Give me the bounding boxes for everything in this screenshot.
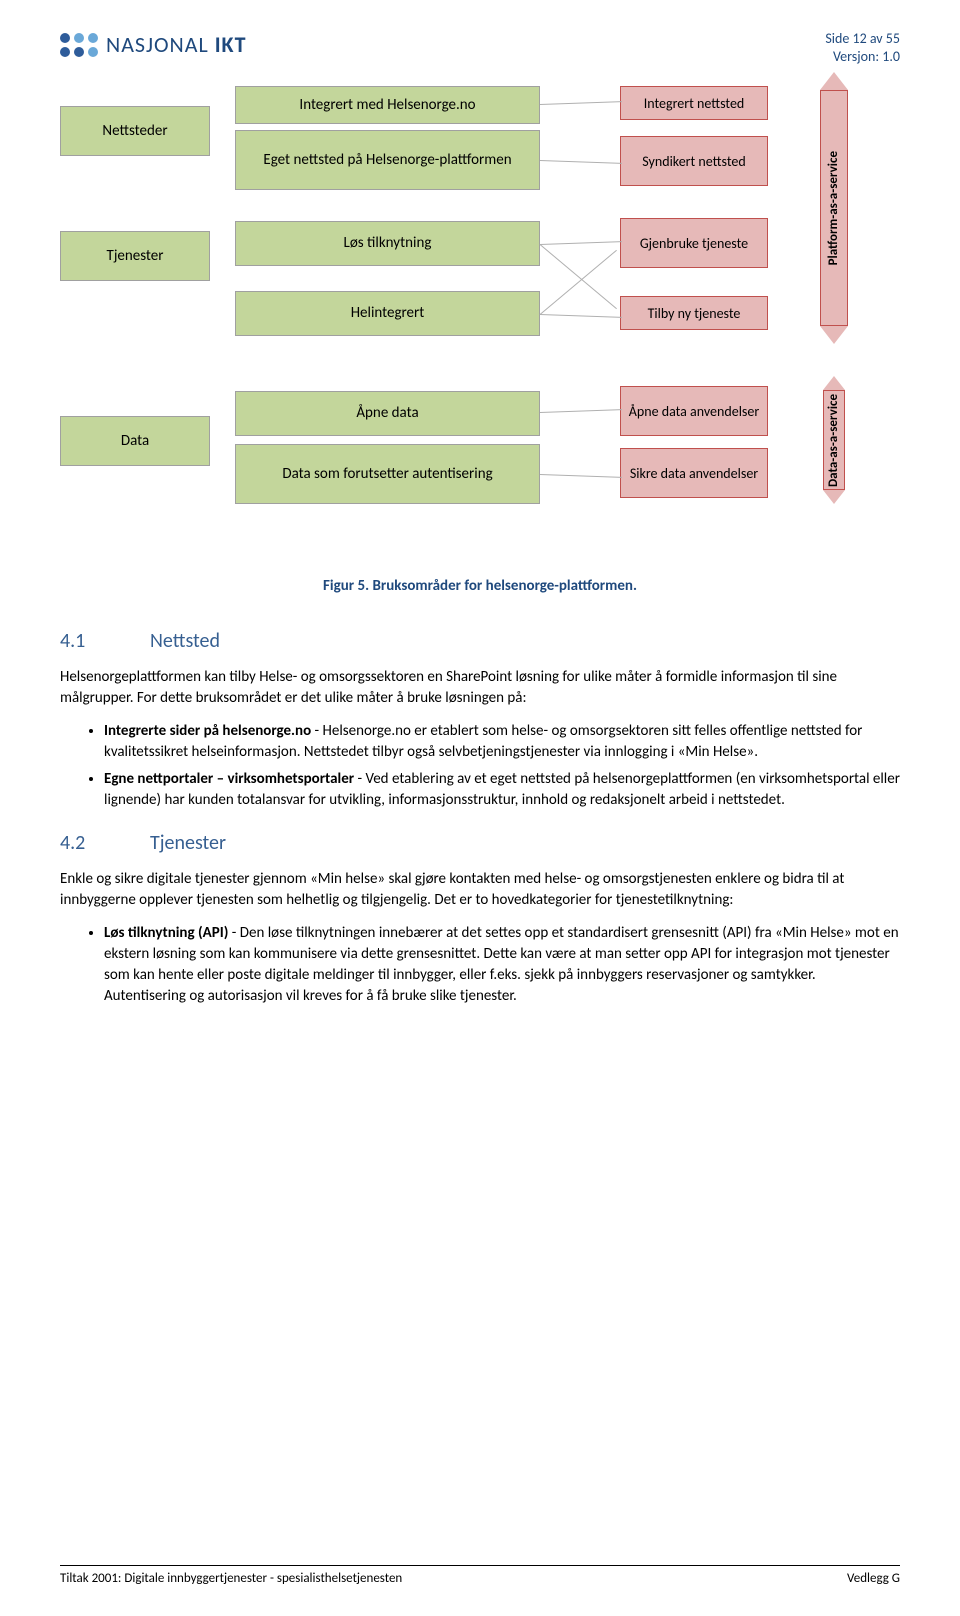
arrow-up-icon bbox=[823, 376, 845, 390]
box-integrert-med: Integrert med Helsenorge.no bbox=[235, 86, 540, 124]
box-data-som: Data som forutsetter autentisering bbox=[235, 444, 540, 504]
heading-title: Nettsted bbox=[150, 629, 220, 653]
arrow-up-icon bbox=[820, 72, 848, 90]
figure-caption: Figur 5. Bruksområder for helsenorge-pla… bbox=[60, 576, 900, 597]
footer-rule bbox=[60, 1565, 900, 1566]
version-label: Versjon: 1.0 bbox=[825, 48, 900, 66]
connector-line bbox=[540, 410, 622, 414]
connector-line bbox=[540, 160, 622, 164]
box-sikre-data-anv: Sikre data anvendelser bbox=[620, 448, 768, 498]
box-nettsteder: Nettsteder bbox=[60, 106, 210, 156]
box-tilby-ny: Tilby ny tjeneste bbox=[620, 296, 768, 330]
list-item: Egne nettportaler – virksomhetsportaler … bbox=[104, 769, 900, 811]
logo-text: NASJONAL IKT bbox=[106, 30, 246, 61]
heading-4-1: 4.1Nettsted bbox=[60, 627, 900, 655]
arrow-down-icon bbox=[820, 326, 848, 344]
connector-line bbox=[540, 314, 622, 318]
page-footer: Tiltak 2001: Digitale innbyggertjenester… bbox=[60, 1570, 900, 1588]
box-tjenester: Tjenester bbox=[60, 231, 210, 281]
label-daas: Data-as-a-service bbox=[823, 390, 845, 490]
connector-line bbox=[540, 244, 617, 309]
connector-line bbox=[540, 242, 622, 246]
list-item: Løs tilknytning (API) - Den løse tilknyt… bbox=[104, 923, 900, 1007]
box-apne-data-anv: Åpne data anvendelser bbox=[620, 386, 768, 436]
connector-line bbox=[540, 474, 622, 478]
footer-left: Tiltak 2001: Digitale innbyggertjenester… bbox=[60, 1570, 402, 1588]
list-item: Integrerte sider på helsenorge.no - Hels… bbox=[104, 721, 900, 763]
box-data: Data bbox=[60, 416, 210, 466]
connector-line bbox=[540, 250, 617, 315]
box-integrert-nettsted: Integrert nettsted bbox=[620, 86, 768, 120]
footer-right: Vedlegg G bbox=[847, 1570, 900, 1588]
label-paas: Platform-as-a-service bbox=[820, 90, 848, 326]
list-item-bold: Løs tilknytning (API) bbox=[104, 924, 228, 942]
box-syndikert-nettsted: Syndikert nettsted bbox=[620, 136, 768, 186]
dot-icon bbox=[88, 47, 98, 57]
box-los-tilknytning: Løs tilknytning bbox=[235, 221, 540, 266]
logo-text-1: NASJONAL bbox=[106, 31, 215, 58]
arrow-down-icon bbox=[823, 490, 845, 504]
heading-4-2: 4.2Tjenester bbox=[60, 829, 900, 857]
bullet-list: Integrerte sider på helsenorge.no - Hels… bbox=[60, 721, 900, 811]
paragraph: Enkle og sikre digitale tjenester gjenno… bbox=[60, 869, 900, 911]
page-meta: Side 12 av 55 Versjon: 1.0 bbox=[825, 30, 900, 66]
logo-dots-icon bbox=[60, 33, 98, 57]
logo-text-2: IKT bbox=[215, 31, 247, 58]
dot-icon bbox=[60, 33, 70, 43]
list-item-bold: Egne nettportaler – virksomhetsportaler bbox=[104, 770, 354, 788]
connector-line bbox=[540, 102, 622, 106]
logo: NASJONAL IKT bbox=[60, 30, 246, 61]
document-page: NASJONAL IKT Side 12 av 55 Versjon: 1.0 … bbox=[0, 0, 960, 1616]
dot-icon bbox=[60, 47, 70, 57]
heading-title: Tjenester bbox=[150, 831, 226, 855]
box-gjenbruke: Gjenbruke tjeneste bbox=[620, 218, 768, 268]
box-eget-nettsted: Eget nettsted på Helsenorge-plattformen bbox=[235, 130, 540, 190]
box-helintegrert: Helintegrert bbox=[235, 291, 540, 336]
label-paas-text: Platform-as-a-service bbox=[825, 151, 843, 265]
dot-icon bbox=[88, 33, 98, 43]
paragraph: Helsenorgeplattformen kan tilby Helse- o… bbox=[60, 667, 900, 709]
bullet-list: Løs tilknytning (API) - Den løse tilknyt… bbox=[60, 923, 900, 1007]
heading-number: 4.2 bbox=[60, 829, 150, 857]
dot-icon bbox=[74, 47, 84, 57]
list-item-bold: Integrerte sider på helsenorge.no bbox=[104, 722, 311, 740]
label-daas-text: Data-as-a-service bbox=[825, 394, 843, 487]
architecture-diagram: Nettsteder Tjenester Data Integrert med … bbox=[60, 86, 900, 566]
page-number: Side 12 av 55 bbox=[825, 30, 900, 48]
heading-number: 4.1 bbox=[60, 627, 150, 655]
dot-icon bbox=[74, 33, 84, 43]
box-apne-data: Åpne data bbox=[235, 391, 540, 436]
page-header: NASJONAL IKT Side 12 av 55 Versjon: 1.0 bbox=[60, 30, 900, 66]
